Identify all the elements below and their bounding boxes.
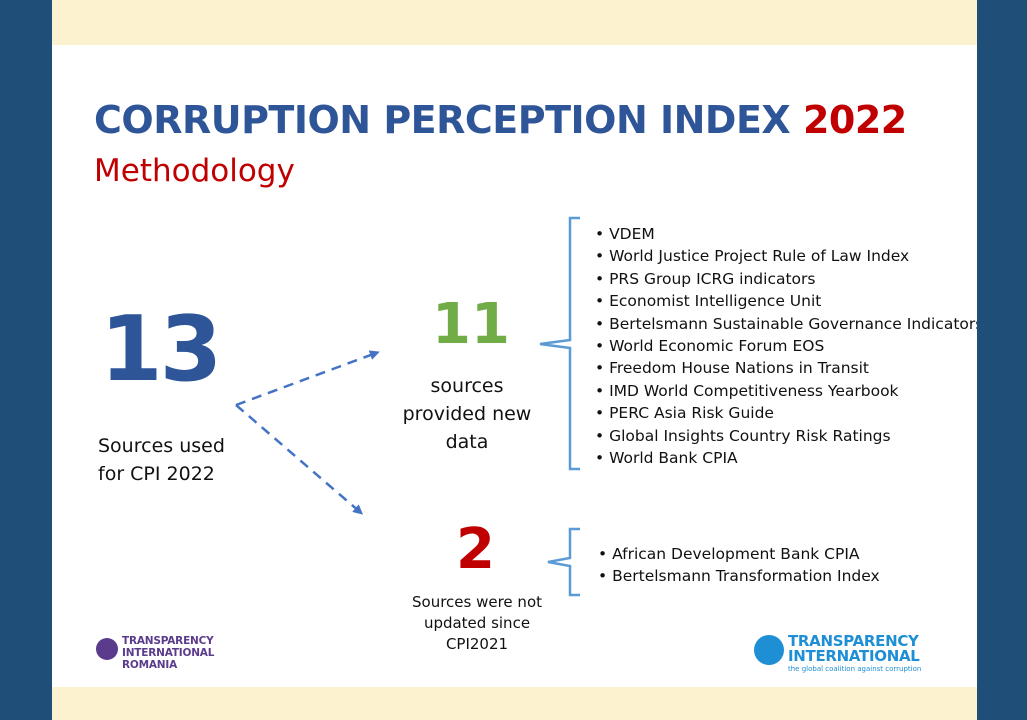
- list-item: World Justice Project Rule of Law Index: [595, 245, 977, 267]
- connectors: [235, 216, 580, 597]
- list-item: IMD World Competitiveness Yearbook: [595, 380, 977, 402]
- logo-right-line2: INTERNATIONAL: [788, 647, 920, 665]
- new-data-label: sources provided new data: [387, 372, 547, 456]
- logo-left-line1: TRANSPARENCY: [122, 635, 214, 647]
- new-data-sources-list: VDEM World Justice Project Rule of Law I…: [595, 223, 977, 469]
- total-sources-number: 13: [100, 297, 222, 402]
- new-label-line3: data: [445, 431, 489, 453]
- logo-right-tagline: the global coalition against corruption: [788, 665, 922, 673]
- bottom-band: [52, 687, 977, 720]
- transparency-international-romania-logo: TRANSPARENCY INTERNATIONAL ROMANIA: [96, 636, 236, 676]
- ti-romania-emblem-icon: [96, 638, 118, 660]
- transparency-international-logo: TRANSPARENCY INTERNATIONAL the global co…: [754, 633, 929, 677]
- list-item: Bertelsmann Sustainable Governance Indic…: [595, 313, 977, 335]
- list-item: Freedom House Nations in Transit: [595, 357, 977, 379]
- list-item: Economist Intelligence Unit: [595, 290, 977, 312]
- not-updated-number: 2: [456, 517, 495, 582]
- logo-right-line1: TRANSPARENCY: [788, 632, 919, 650]
- list-item: Global Insights Country Risk Ratings: [595, 425, 977, 447]
- total-sources-label: Sources used for CPI 2022: [98, 432, 298, 488]
- page-title: CORRUPTION PERCEPTION INDEX 2022: [94, 98, 907, 142]
- total-label-line2: for CPI 2022: [98, 463, 215, 485]
- new-label-line2: provided new: [402, 403, 532, 425]
- brace-not-updated: [547, 527, 580, 597]
- not-updated-sources-list: African Development Bank CPIA Bertelsman…: [598, 543, 880, 588]
- old-label-line3: CPI2021: [445, 635, 509, 653]
- old-label-line2: updated since: [423, 614, 531, 632]
- slide: CORRUPTION PERCEPTION INDEX 2022 Methodo…: [52, 0, 977, 720]
- arrow-to-new-data: [235, 350, 380, 407]
- not-updated-label: Sources were not updated since CPI2021: [397, 592, 557, 655]
- arrow-to-not-updated: [235, 404, 364, 515]
- list-item: PERC Asia Risk Guide: [595, 402, 977, 424]
- list-item: World Bank CPIA: [595, 447, 977, 469]
- brace-new-data: [539, 216, 580, 471]
- old-label-line1: Sources were not: [412, 593, 542, 611]
- list-item: World Economic Forum EOS: [595, 335, 977, 357]
- new-label-line1: sources: [430, 375, 504, 397]
- total-label-line1: Sources used: [98, 435, 225, 457]
- page-subtitle: Methodology: [94, 153, 295, 189]
- logo-left-line3: ROMANIA: [122, 659, 178, 671]
- top-band: [52, 0, 977, 45]
- list-item: Bertelsmann Transformation Index: [598, 565, 880, 587]
- new-data-number: 11: [432, 292, 510, 357]
- ti-emblem-icon: [754, 635, 784, 665]
- list-item: African Development Bank CPIA: [598, 543, 880, 565]
- title-year: 2022: [802, 98, 907, 142]
- list-item: VDEM: [595, 223, 977, 245]
- logo-left-line2: INTERNATIONAL: [122, 647, 215, 659]
- title-main: CORRUPTION PERCEPTION INDEX: [94, 98, 791, 142]
- list-item: PRS Group ICRG indicators: [595, 268, 977, 290]
